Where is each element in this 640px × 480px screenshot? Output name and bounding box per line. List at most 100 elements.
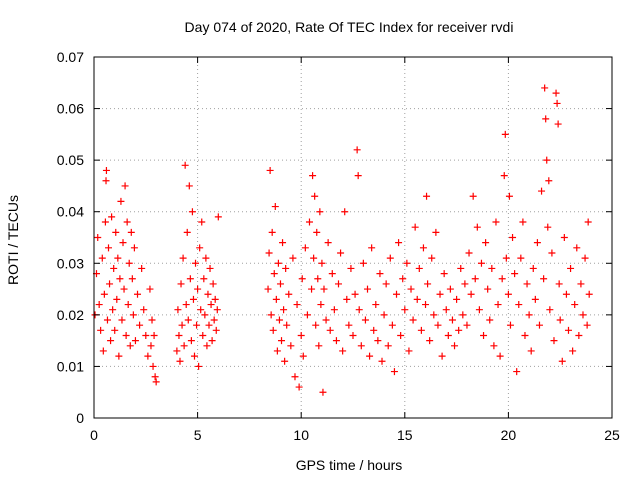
data-point [100,290,108,298]
data-point [334,280,342,288]
data-point [558,357,566,365]
x-tick-label: 25 [604,427,620,443]
data-point [208,337,216,345]
data-point [111,326,119,334]
data-point [415,264,423,272]
data-point [498,275,506,283]
data-point [519,218,527,226]
data-point [409,316,417,324]
data-point [201,311,209,319]
data-point [501,130,509,138]
data-point [174,306,182,314]
data-point [112,228,120,236]
data-point [469,192,477,200]
data-point [147,342,155,350]
data-point [440,270,448,278]
data-point [444,331,452,339]
data-point [560,234,568,241]
data-point [521,331,529,339]
data-point [122,331,130,339]
data-point [318,259,326,267]
data-point [131,337,139,345]
data-point [273,347,281,355]
x-tick-labels: 0 5 10 15 20 25 [90,427,620,443]
data-point [113,295,121,303]
y-tick-label: 0.07 [57,49,84,65]
data-point [533,239,541,247]
data-point [393,290,401,298]
data-point [299,352,307,360]
data-point [473,223,481,231]
data-point [413,295,421,303]
data-point [106,280,114,288]
data-point [315,342,323,350]
data-point [295,383,303,391]
data-point [214,213,222,221]
data-point [184,316,192,324]
data-point [195,362,203,370]
data-point [317,301,325,309]
data-point [546,306,554,314]
data-point [463,321,471,329]
data-point [541,84,549,92]
data-point [117,197,125,205]
data-point [182,301,190,309]
data-point [102,177,110,185]
data-point [511,270,519,278]
data-point [204,290,212,298]
data-point [185,182,193,190]
data-point [116,275,124,283]
data-point [573,244,581,252]
data-point [585,290,593,298]
data-point [555,280,563,288]
data-point [556,316,564,324]
data-point [553,99,561,107]
data-point [188,208,196,216]
data-point [210,316,218,324]
data-point [506,321,514,329]
x-axis-label: GPS time / hours [296,457,403,473]
data-point [130,244,138,252]
data-point [146,285,154,293]
data-point [289,254,297,262]
data-point [149,362,157,370]
data-point [186,275,194,283]
data-point [442,306,450,314]
data-point [395,239,403,247]
data-point [465,249,473,257]
data-point [94,234,102,241]
grid [94,57,612,418]
data-point [517,254,525,262]
data-point [190,352,198,360]
data-point [126,342,134,350]
data-point [274,259,282,267]
data-point [197,306,205,314]
data-point [564,326,572,334]
data-point [426,337,434,345]
data-point [310,254,318,262]
data-point [312,321,320,329]
data-point [494,301,502,309]
data-point [269,326,277,334]
data-point [293,301,301,309]
data-point [423,192,431,200]
data-point [280,306,288,314]
x-tick-label: 0 [90,427,98,443]
data-point [455,326,463,334]
data-point [432,228,440,236]
data-point [322,316,330,324]
data-point [291,373,299,381]
data-point [309,172,317,180]
data-point [550,337,558,345]
data-point [121,182,129,190]
data-point [535,321,543,329]
data-point [99,347,107,355]
data-point [124,301,132,309]
data-point [399,275,407,283]
data-point [513,368,521,376]
data-point [386,254,394,262]
data-point [279,239,287,247]
data-point [554,120,562,128]
data-point [297,331,305,339]
data-point [490,342,498,350]
